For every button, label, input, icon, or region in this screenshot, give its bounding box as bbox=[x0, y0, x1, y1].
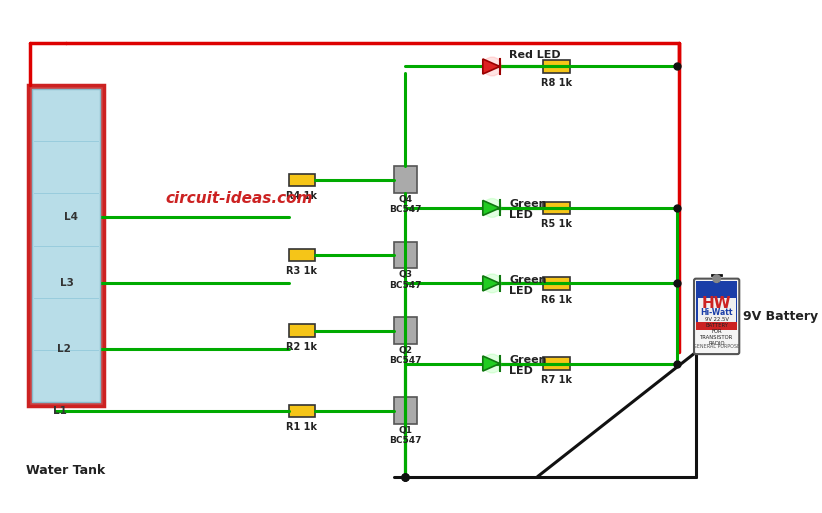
Text: Q2
BC547: Q2 BC547 bbox=[390, 346, 422, 365]
Circle shape bbox=[483, 274, 501, 293]
FancyBboxPatch shape bbox=[289, 405, 315, 417]
Text: L4: L4 bbox=[64, 212, 78, 222]
FancyBboxPatch shape bbox=[543, 358, 570, 370]
FancyBboxPatch shape bbox=[32, 89, 100, 402]
FancyBboxPatch shape bbox=[289, 173, 315, 186]
Text: LED: LED bbox=[509, 210, 533, 221]
Text: Hi-Watt: Hi-Watt bbox=[700, 308, 733, 317]
FancyBboxPatch shape bbox=[696, 281, 737, 324]
FancyBboxPatch shape bbox=[395, 318, 417, 344]
Circle shape bbox=[483, 354, 501, 373]
Polygon shape bbox=[483, 276, 500, 291]
FancyBboxPatch shape bbox=[289, 324, 315, 337]
FancyBboxPatch shape bbox=[28, 85, 104, 406]
Text: L2: L2 bbox=[57, 344, 71, 354]
FancyBboxPatch shape bbox=[698, 298, 736, 322]
Text: Q3
BC547: Q3 BC547 bbox=[390, 270, 422, 289]
Text: HW: HW bbox=[702, 295, 732, 311]
FancyBboxPatch shape bbox=[694, 279, 739, 354]
Text: Green: Green bbox=[509, 199, 547, 209]
Circle shape bbox=[483, 57, 501, 76]
FancyBboxPatch shape bbox=[543, 277, 570, 289]
Text: R1 1k: R1 1k bbox=[286, 422, 317, 432]
Text: 9V Battery: 9V Battery bbox=[743, 310, 818, 323]
Polygon shape bbox=[483, 59, 500, 74]
Text: Green: Green bbox=[509, 274, 547, 285]
Text: circuit-ideas.com: circuit-ideas.com bbox=[165, 191, 312, 206]
Circle shape bbox=[713, 275, 720, 283]
Text: R7 1k: R7 1k bbox=[541, 375, 572, 385]
Text: L1: L1 bbox=[53, 406, 67, 416]
Text: R6 1k: R6 1k bbox=[541, 294, 572, 305]
Text: R5 1k: R5 1k bbox=[541, 219, 572, 229]
Text: Green: Green bbox=[509, 355, 547, 365]
Text: Red LED: Red LED bbox=[509, 50, 561, 60]
FancyBboxPatch shape bbox=[395, 166, 417, 193]
FancyBboxPatch shape bbox=[395, 242, 417, 268]
FancyBboxPatch shape bbox=[543, 61, 570, 73]
Polygon shape bbox=[483, 201, 500, 215]
FancyBboxPatch shape bbox=[395, 398, 417, 424]
Text: R3 1k: R3 1k bbox=[286, 266, 317, 277]
Text: Q4
BC547: Q4 BC547 bbox=[390, 195, 422, 214]
Text: GENERAL PURPOSE: GENERAL PURPOSE bbox=[693, 344, 740, 349]
FancyBboxPatch shape bbox=[289, 249, 315, 261]
FancyBboxPatch shape bbox=[696, 322, 737, 329]
Text: L3: L3 bbox=[60, 279, 74, 288]
Text: R8 1k: R8 1k bbox=[541, 78, 572, 88]
Text: Q1
BC547: Q1 BC547 bbox=[390, 426, 422, 445]
Text: LED: LED bbox=[509, 286, 533, 296]
Circle shape bbox=[483, 199, 501, 218]
FancyBboxPatch shape bbox=[543, 202, 570, 214]
Text: R4 1k: R4 1k bbox=[286, 191, 317, 201]
Text: Water Tank: Water Tank bbox=[26, 464, 106, 477]
Text: LED: LED bbox=[509, 366, 533, 376]
Text: R2 1k: R2 1k bbox=[286, 342, 317, 352]
Polygon shape bbox=[483, 356, 500, 371]
Text: 9V 22.5V
BATTERY
FOR
TRANSISTOR
RADIO: 9V 22.5V BATTERY FOR TRANSISTOR RADIO bbox=[700, 318, 733, 346]
